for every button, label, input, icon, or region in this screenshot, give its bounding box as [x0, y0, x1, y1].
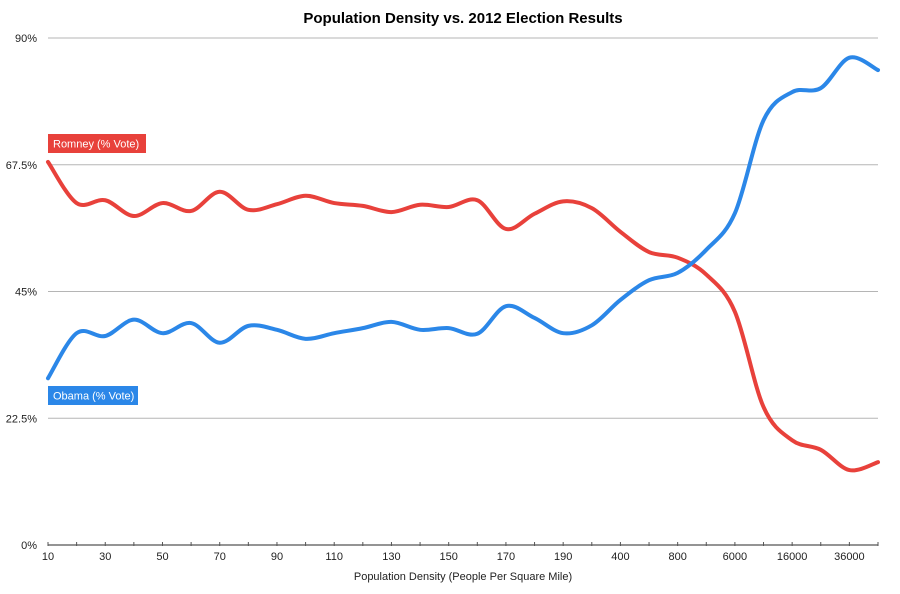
x-tick-label: 190	[554, 551, 572, 563]
series-line-romney	[46, 159, 880, 473]
series-label: Obama (% Vote)	[53, 391, 134, 403]
x-tick-label: 10	[42, 551, 54, 563]
x-tick-label: 400	[611, 551, 629, 563]
x-tick-label: 90	[271, 551, 283, 563]
x-tick-label: 70	[214, 551, 226, 563]
x-axis-label: Population Density (People Per Square Mi…	[354, 571, 572, 583]
x-tick-label: 30	[99, 551, 111, 563]
series-label-box	[48, 134, 146, 153]
chart-title: Population Density vs. 2012 Election Res…	[303, 10, 622, 27]
y-tick-label: 67.5%	[6, 160, 37, 172]
y-tick-label: 22.5%	[6, 413, 37, 425]
y-tick-label: 45%	[15, 287, 37, 299]
x-tick-label: 50	[156, 551, 168, 563]
series-line-obama	[46, 55, 880, 381]
x-tick-label: 130	[382, 551, 400, 563]
x-tick-label: 170	[497, 551, 515, 563]
x-tick-label: 110	[325, 551, 343, 563]
x-tick-label: 16000	[777, 551, 808, 563]
x-tick-label: 800	[668, 551, 686, 563]
series-label-box	[48, 386, 138, 405]
x-tick-label: 36000	[834, 551, 865, 563]
x-tick-label: 6000	[723, 551, 747, 563]
y-tick-label: 0%	[21, 540, 37, 552]
series-label: Romney (% Vote)	[53, 139, 139, 151]
x-tick-label: 150	[440, 551, 458, 563]
y-tick-label: 90%	[15, 33, 37, 45]
